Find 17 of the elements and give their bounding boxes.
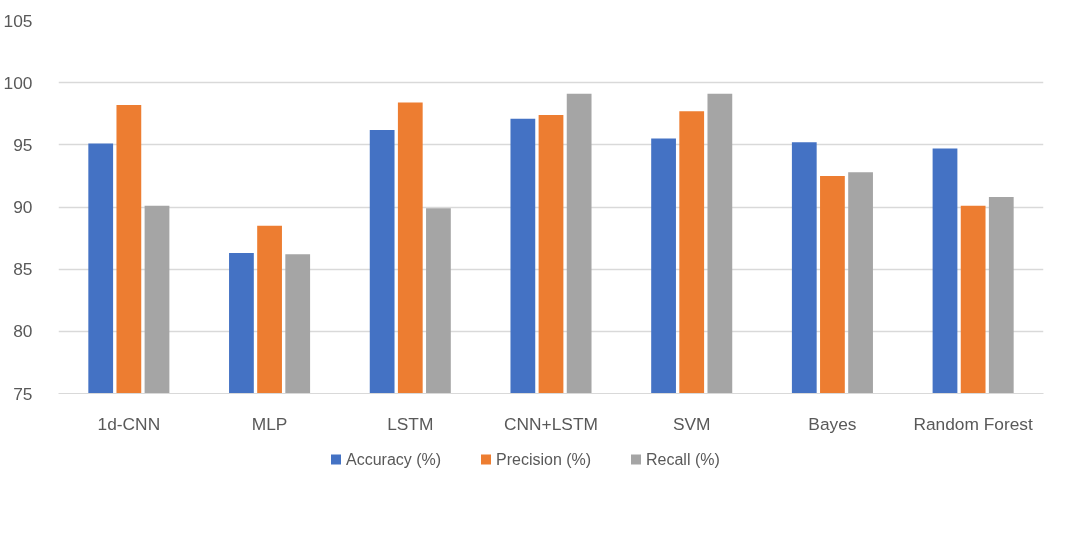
x-tick-label: LSTM [387, 413, 434, 434]
x-tick-label: CNN+LSTM [504, 413, 598, 434]
legend-label: Accuracy (%) [346, 451, 442, 468]
y-tick-label: 100 [3, 72, 33, 93]
x-tick-label: SVM [672, 413, 711, 434]
y-tick-label: 90 [13, 197, 33, 217]
y-tick-label: 85 [13, 259, 33, 280]
x-tick-label: Random Forest [913, 413, 1034, 434]
y-tick-label: 80 [13, 321, 33, 342]
x-tick-label: Bayes [808, 413, 857, 434]
x-tick-label: 1d-CNN [97, 413, 161, 434]
y-tick-label: 95 [13, 134, 33, 155]
y-tick-label: 105 [3, 10, 33, 31]
legend-label: Precision (%) [496, 451, 592, 468]
y-tick-label: 75 [13, 383, 33, 404]
legend-label: Recall (%) [646, 451, 720, 468]
x-tick-label: MLP [251, 413, 288, 434]
